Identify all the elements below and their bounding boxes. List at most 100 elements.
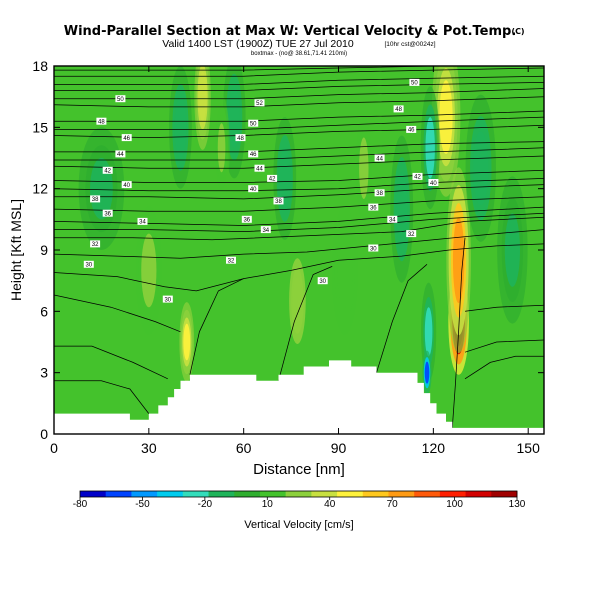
contour-label-bg bbox=[317, 277, 328, 285]
contour-label: 32 bbox=[408, 232, 415, 238]
contour-label-bg bbox=[83, 260, 94, 268]
x-tick-label: 30 bbox=[141, 440, 157, 456]
contour-label-bg bbox=[248, 150, 259, 158]
contour-label-bg bbox=[90, 240, 101, 248]
contour-label: 38 bbox=[376, 191, 383, 197]
theta-contour bbox=[54, 243, 544, 292]
x-tick-label: 90 bbox=[331, 440, 347, 456]
contour-label: 46 bbox=[123, 136, 130, 142]
contour-label: 38 bbox=[275, 199, 282, 205]
theta-contour bbox=[189, 278, 244, 375]
theta-contour bbox=[54, 82, 544, 91]
velocity-cell bbox=[439, 80, 453, 154]
y-tick-label: 9 bbox=[40, 242, 48, 258]
contour-label: 32 bbox=[228, 259, 235, 265]
colorbar-tick-label: 40 bbox=[324, 499, 336, 510]
colorbar-tick-label: -50 bbox=[135, 499, 150, 510]
contour-label-bg bbox=[226, 256, 236, 264]
colorbar-tick-label: 130 bbox=[509, 499, 526, 510]
colorbar-tick-label: 10 bbox=[262, 499, 274, 510]
contour-label-bg bbox=[374, 189, 385, 197]
contour-label-bg bbox=[406, 230, 417, 238]
contour-label: 30 bbox=[370, 246, 377, 252]
colorbar-swatch bbox=[234, 491, 261, 497]
colorbar-swatch bbox=[208, 491, 235, 497]
theta-contour bbox=[54, 196, 544, 212]
contour-labels: 50 48 46 44 42 40 38 36 34 32 30 30 52 50 48 46 44 42 40 38… bbox=[83, 78, 439, 303]
colorbar-swatch bbox=[414, 491, 441, 497]
contour-label: 30 bbox=[319, 279, 326, 285]
contour-label-bg bbox=[102, 209, 113, 217]
y-tick-label: 18 bbox=[32, 58, 48, 74]
theta-contour bbox=[54, 155, 544, 169]
contour-label: 48 bbox=[395, 107, 402, 113]
colorbar-swatch bbox=[388, 491, 415, 497]
contour-label-bg bbox=[406, 125, 417, 133]
contour-label: 34 bbox=[389, 218, 396, 224]
y-axis-label: Height [Kft MSL] bbox=[8, 199, 24, 301]
chart-title: Wind-Parallel Section at Max W: Vertical… bbox=[64, 24, 517, 39]
theta-contour bbox=[54, 229, 544, 259]
velocity-cell bbox=[183, 323, 191, 361]
colorbar-swatch bbox=[80, 491, 107, 497]
contour-label: 44 bbox=[117, 152, 124, 158]
theta-contour bbox=[54, 66, 544, 71]
run-line: boxtmax - (no@ 38.61,71.41 210mi) bbox=[251, 51, 347, 57]
contour-label-bg bbox=[273, 197, 284, 205]
theta-contour bbox=[451, 237, 466, 428]
contour-label-bg bbox=[260, 226, 271, 234]
colorbar-tick-label: -20 bbox=[198, 499, 213, 510]
x-tick-label: 60 bbox=[236, 440, 252, 456]
contour-label: 32 bbox=[92, 242, 99, 248]
contour-label-bg bbox=[248, 185, 259, 193]
velocity-cell bbox=[292, 276, 303, 326]
contour-label: 36 bbox=[370, 205, 377, 211]
theta-contour bbox=[54, 380, 150, 414]
theta-contour bbox=[54, 294, 181, 333]
velocity-field bbox=[78, 66, 528, 395]
contour-label-bg bbox=[412, 172, 423, 180]
theta-contour bbox=[464, 339, 544, 353]
colorbar-swatch bbox=[465, 491, 492, 497]
contour-label: 40 bbox=[430, 181, 437, 187]
contour-label: 48 bbox=[237, 136, 244, 142]
velocity-cell bbox=[217, 123, 226, 173]
colorbar-swatch bbox=[362, 491, 389, 497]
contour-label-bg bbox=[409, 78, 420, 86]
y-tick-label: 3 bbox=[40, 365, 48, 381]
x-axis: 0 30 60 90 120 150 bbox=[50, 66, 540, 456]
theta-contour bbox=[54, 147, 544, 161]
contour-label-bg bbox=[115, 150, 126, 158]
x-axis-label: Distance [nm] bbox=[253, 461, 345, 478]
colorbar-swatch bbox=[337, 491, 364, 497]
colorbar-label: Vertical Velocity [cm/s] bbox=[244, 519, 353, 531]
theta-contour bbox=[54, 345, 168, 380]
contour-label: 50 bbox=[117, 97, 124, 103]
contour-label: 36 bbox=[104, 212, 111, 218]
contour-label-bg bbox=[368, 203, 379, 211]
contour-label: 44 bbox=[256, 167, 263, 173]
contour-label-bg bbox=[121, 134, 132, 142]
velocity-cell bbox=[337, 233, 353, 308]
velocity-cell bbox=[396, 172, 408, 246]
theta-contour bbox=[54, 169, 544, 183]
theta-contour bbox=[376, 264, 428, 373]
contour-label: 46 bbox=[408, 128, 415, 134]
contour-label-bg bbox=[248, 119, 259, 127]
contour-label-bg bbox=[137, 217, 148, 225]
theta-contour bbox=[54, 216, 544, 241]
colorbar-tick-label: 70 bbox=[387, 499, 399, 510]
valid-line: Valid 1400 LST (1900Z) TUE 27 Jul 2010 bbox=[162, 38, 354, 50]
theta-contour bbox=[54, 206, 544, 226]
theta-contour bbox=[54, 178, 544, 192]
colorbar-swatch bbox=[311, 491, 338, 497]
title-mark: (C) bbox=[511, 27, 524, 36]
colorbar-swatch bbox=[491, 491, 518, 497]
theta-contour bbox=[464, 355, 544, 380]
velocity-cell bbox=[198, 72, 207, 122]
theta-contour bbox=[54, 124, 544, 138]
contour-label: 50 bbox=[250, 122, 257, 128]
contour-label: 42 bbox=[269, 177, 276, 183]
colorbar-tick-label: 100 bbox=[446, 499, 463, 510]
